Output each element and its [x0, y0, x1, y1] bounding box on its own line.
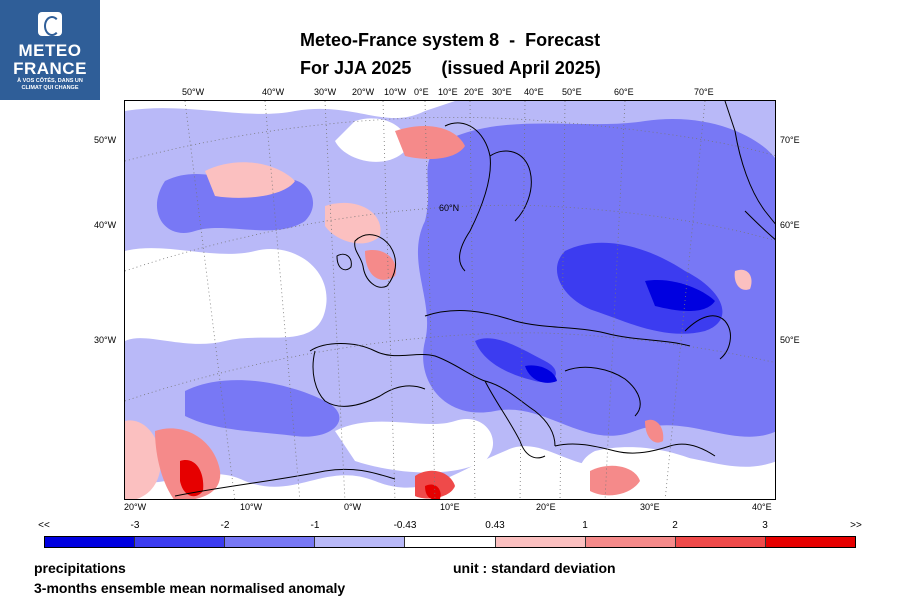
description-label: 3-months ensemble mean normalised anomal…: [34, 580, 346, 596]
logo-emblem-icon: [38, 12, 62, 36]
top-axis-label: 60°E: [614, 87, 634, 97]
colorbar-label: -3: [130, 520, 140, 531]
colorbar: [44, 536, 856, 548]
top-axis-label: 20°W: [352, 87, 375, 97]
top-axis-label: 50°W: [182, 87, 205, 97]
logo-name-line1: METEO: [18, 41, 82, 60]
top-axis-label: 40°E: [524, 87, 544, 97]
positive-anomaly-field: [125, 126, 752, 499]
colorbar-label: 2: [672, 520, 678, 531]
colorbar-swatch: [494, 537, 585, 547]
bottom-axis-label: 20°E: [536, 502, 556, 512]
anomaly-map: 60°N: [124, 100, 776, 500]
top-axis-label: 10°W: [384, 87, 407, 97]
logo-name-line2: FRANCE: [13, 59, 87, 78]
colorbar-swatch: [314, 537, 405, 547]
graticule-latitude-label: 60°N: [439, 203, 460, 213]
left-axis-label: 40°W: [94, 220, 117, 230]
bottom-axis-label: 20°W: [124, 502, 147, 512]
top-axis-label: 30°W: [314, 87, 337, 97]
graticule: [125, 101, 775, 499]
bottom-axis-label: 40°E: [752, 502, 772, 512]
top-axis-label: 0°E: [414, 87, 429, 97]
unit-label: unit : standard deviation: [453, 560, 616, 576]
top-axis-label: 40°W: [262, 87, 285, 97]
colorbar-label: <<: [38, 520, 50, 531]
colorbar-label: 3: [762, 520, 768, 531]
top-axis-label: 10°E: [438, 87, 458, 97]
left-axis-label: 30°W: [94, 335, 117, 345]
colorbar-swatch: [224, 537, 315, 547]
bottom-axis-label: 30°E: [640, 502, 660, 512]
colorbar-swatch: [45, 537, 135, 547]
colorbar-label: -0.43: [393, 520, 417, 531]
right-axis-label: 60°E: [780, 220, 800, 230]
chart-title-line1: Meteo-France system 8 - Forecast: [300, 30, 601, 50]
logo-tagline-line1: À VOS CÔTÉS, DANS UN: [17, 78, 83, 84]
bottom-axis-label: 10°E: [440, 502, 460, 512]
negative-anomaly-field: [125, 101, 775, 488]
colorbar-label: 0.43: [485, 520, 505, 531]
colorbar-label: -2: [220, 520, 230, 531]
bottom-axis-label: 10°W: [240, 502, 263, 512]
meteo-france-logo: METEO FRANCE À VOS CÔTÉS, DANS UN CLIMAT…: [0, 0, 100, 100]
top-axis-label: 50°E: [562, 87, 582, 97]
chart-title-line2: For JJA 2025 (issued April 2025): [300, 58, 601, 78]
anomaly-map-svg: [125, 101, 775, 499]
logo-tagline-line2: CLIMAT QUI CHANGE: [21, 85, 79, 91]
left-axis-label: 50°W: [94, 135, 117, 145]
coastlines: [174, 101, 775, 497]
right-axis-label: 50°E: [780, 335, 800, 345]
right-axis-label: 70°E: [780, 135, 800, 145]
colorbar-label: >>: [850, 520, 862, 531]
bottom-axis-label: 0°W: [344, 502, 362, 512]
top-axis-label: 70°E: [694, 87, 714, 97]
top-axis-label: 20°E: [464, 87, 484, 97]
colorbar-label: 1: [582, 520, 588, 531]
colorbar-swatch: [404, 537, 495, 547]
colorbar-swatch: [674, 537, 765, 547]
variable-label: precipitations: [34, 560, 126, 576]
colorbar-swatch: [764, 537, 855, 547]
colorbar-label: -1: [310, 520, 320, 531]
colorbar-swatch: [134, 537, 225, 547]
colorbar-swatch: [584, 537, 675, 547]
top-axis-label: 30°E: [492, 87, 512, 97]
